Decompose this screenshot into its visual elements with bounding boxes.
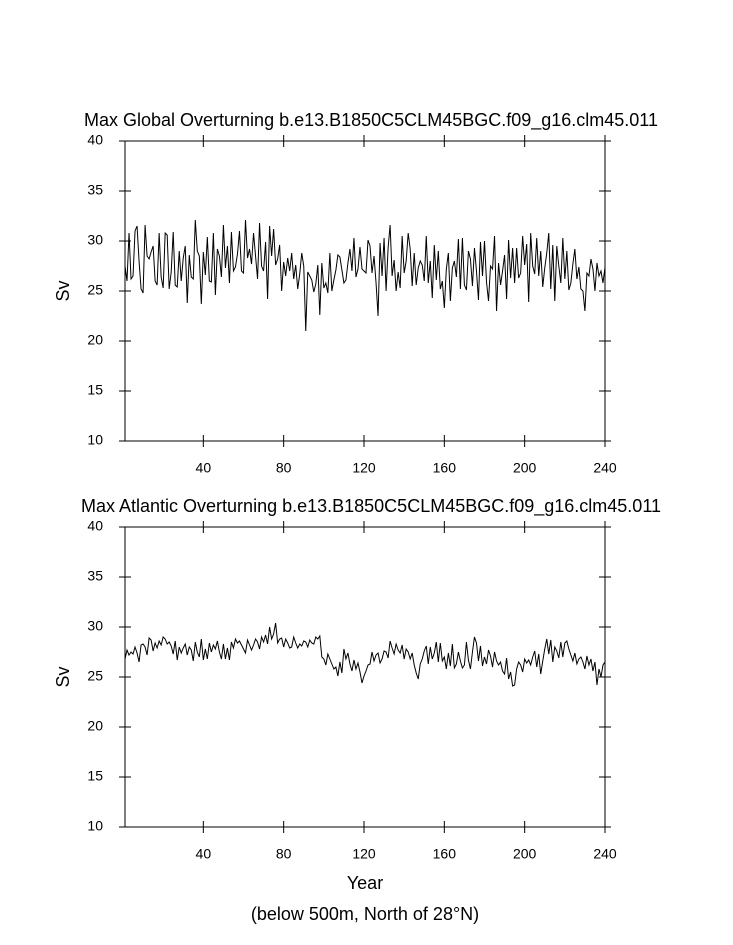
x-tick-label: 240 (593, 460, 617, 476)
x-tick-label: 160 (433, 846, 457, 862)
chart-title: Max Atlantic Overturning b.e13.B1850C5CL… (81, 496, 661, 517)
plot-frame (124, 526, 606, 828)
x-tick-label: 80 (276, 846, 292, 862)
x-tick-label: 200 (513, 846, 537, 862)
plot-frame (124, 140, 606, 442)
y-tick-label: 35 (87, 568, 103, 584)
footnote: (below 500m, North of 28°N) (251, 904, 479, 924)
y-tick-label: 30 (87, 232, 103, 248)
data-line (124, 219, 606, 332)
y-tick-label: 10 (87, 818, 103, 834)
x-tick-label: 200 (513, 460, 537, 476)
x-tick-label: 40 (196, 460, 212, 476)
x-tick-label: 120 (352, 460, 376, 476)
y-tick-label: 40 (87, 518, 103, 534)
chart-title: Max Global Overturning b.e13.B1850C5CLM4… (84, 110, 658, 131)
y-tick-label: 20 (87, 332, 103, 348)
y-tick-label: 35 (87, 182, 103, 198)
y-tick-label: 10 (87, 432, 103, 448)
y-tick-label: 25 (87, 282, 103, 298)
x-tick-label: 160 (433, 460, 457, 476)
y-tick-label: 25 (87, 668, 103, 684)
x-tick-label: 120 (352, 846, 376, 862)
y-tick-label: 30 (87, 618, 103, 634)
y-tick-label: 15 (87, 382, 103, 398)
y-tick-label: 15 (87, 768, 103, 784)
y-axis-label: Sv (53, 280, 73, 301)
y-axis-label: Sv (53, 666, 73, 687)
y-tick-label: 20 (87, 718, 103, 734)
x-tick-label: 240 (593, 846, 617, 862)
data-line (124, 622, 606, 687)
x-tick-label: 40 (196, 846, 212, 862)
x-tick-label: 80 (276, 460, 292, 476)
x-axis-label: Year (347, 873, 383, 893)
y-tick-label: 40 (87, 132, 103, 148)
